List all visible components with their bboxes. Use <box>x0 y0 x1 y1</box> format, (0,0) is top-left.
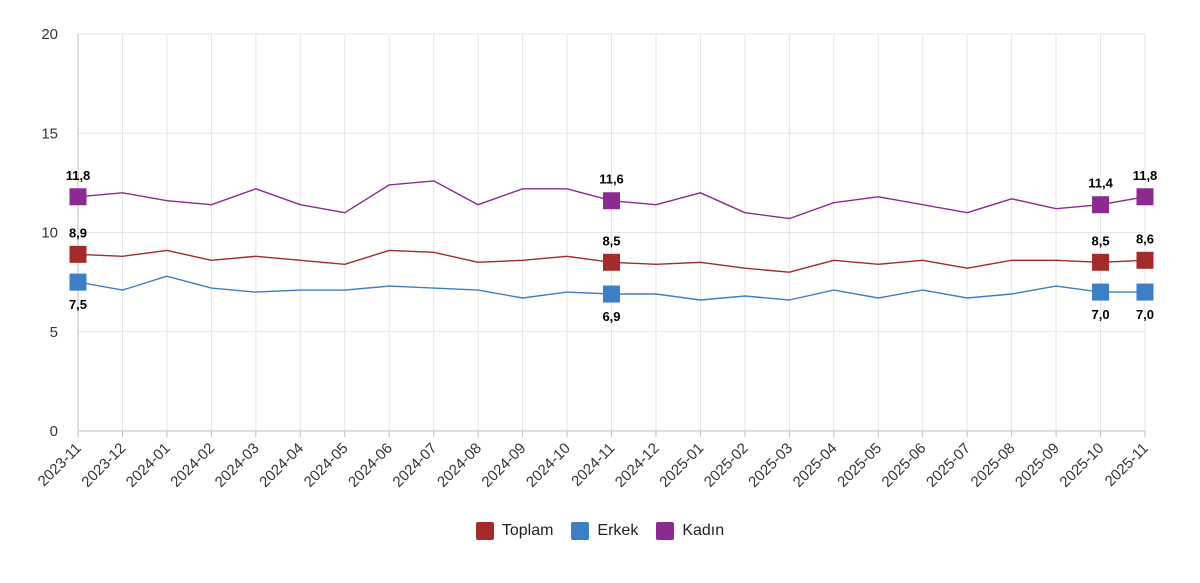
data-marker <box>1136 283 1154 301</box>
x-tick-label: 2024-07 <box>390 440 441 491</box>
data-marker <box>1092 283 1110 301</box>
legend-item-toplam[interactable]: Toplam <box>475 522 554 540</box>
x-tick-label: 2025-03 <box>745 440 796 491</box>
data-marker <box>69 273 87 291</box>
legend-item-erkek[interactable]: Erkek <box>571 522 638 540</box>
x-tick-label: 2025-04 <box>790 440 841 491</box>
data-marker <box>1136 188 1154 206</box>
x-tick-label: 2024-05 <box>301 440 352 491</box>
data-marker <box>1136 251 1154 269</box>
y-tick-label: 20 <box>41 26 58 43</box>
chart-plot: 051015202023-112023-122024-012024-022024… <box>35 26 1158 491</box>
legend-swatch-toplam <box>475 522 494 540</box>
x-tick-label: 2025-10 <box>1056 440 1107 491</box>
data-label: 6,9 <box>602 309 620 324</box>
y-tick-label: 5 <box>50 324 58 341</box>
x-tick-label: 2024-04 <box>256 440 307 491</box>
x-tick-label: 2025-08 <box>967 440 1018 491</box>
legend-label-erkek: Erkek <box>597 522 639 539</box>
chart-legend: Toplam Erkek Kadın <box>0 522 1200 540</box>
data-marker <box>603 192 620 210</box>
x-tick-label: 2024-09 <box>478 440 529 491</box>
data-label: 7,0 <box>1136 307 1154 322</box>
data-label: 11,4 <box>1088 176 1113 191</box>
data-marker <box>603 285 620 303</box>
x-tick-label: 2025-01 <box>656 440 707 491</box>
legend-label-toplam: Toplam <box>501 522 554 539</box>
data-marker <box>69 245 87 263</box>
x-tick-label: 2025-09 <box>1012 440 1063 491</box>
x-tick-label: 2024-11 <box>568 440 618 490</box>
data-label: 11,6 <box>599 172 624 187</box>
data-label: 7,0 <box>1092 307 1110 322</box>
data-label: 8,9 <box>69 225 87 240</box>
y-tick-label: 15 <box>41 125 58 142</box>
x-tick-label: 2023-12 <box>78 440 129 491</box>
data-label: 11,8 <box>66 168 91 183</box>
x-tick-label: 2025-02 <box>701 440 752 491</box>
x-tick-label: 2025-07 <box>923 440 974 491</box>
data-label: 8,6 <box>1136 231 1154 246</box>
x-tick-label: 2024-03 <box>212 440 263 491</box>
data-label: 11,8 <box>1133 168 1158 183</box>
x-tick-label: 2025-05 <box>834 440 885 491</box>
x-tick-label: 2024-02 <box>167 440 218 491</box>
legend-swatch-erkek <box>571 522 590 540</box>
data-marker <box>69 188 87 206</box>
x-tick-label: 2024-06 <box>345 440 396 491</box>
x-tick-label: 2024-08 <box>434 440 485 491</box>
x-tick-label: 2024-01 <box>123 440 174 491</box>
data-marker <box>603 253 620 271</box>
data-label: 8,5 <box>1092 233 1110 248</box>
y-tick-label: 10 <box>41 225 58 242</box>
data-label: 8,5 <box>602 233 620 248</box>
x-tick-label: 2025-11 <box>1102 440 1152 490</box>
x-tick-label: 2024-12 <box>612 440 663 491</box>
data-marker <box>1092 253 1110 271</box>
x-tick-label: 2023-11 <box>35 440 85 490</box>
data-label: 7,5 <box>69 297 87 312</box>
x-tick-label: 2025-06 <box>879 440 930 491</box>
y-tick-label: 0 <box>50 423 58 440</box>
data-marker <box>1092 196 1110 214</box>
legend-swatch-kadin <box>656 522 675 540</box>
legend-item-kadin[interactable]: Kadın <box>656 522 724 540</box>
x-tick-label: 2024-10 <box>523 440 574 491</box>
legend-label-kadin: Kadın <box>682 522 725 539</box>
